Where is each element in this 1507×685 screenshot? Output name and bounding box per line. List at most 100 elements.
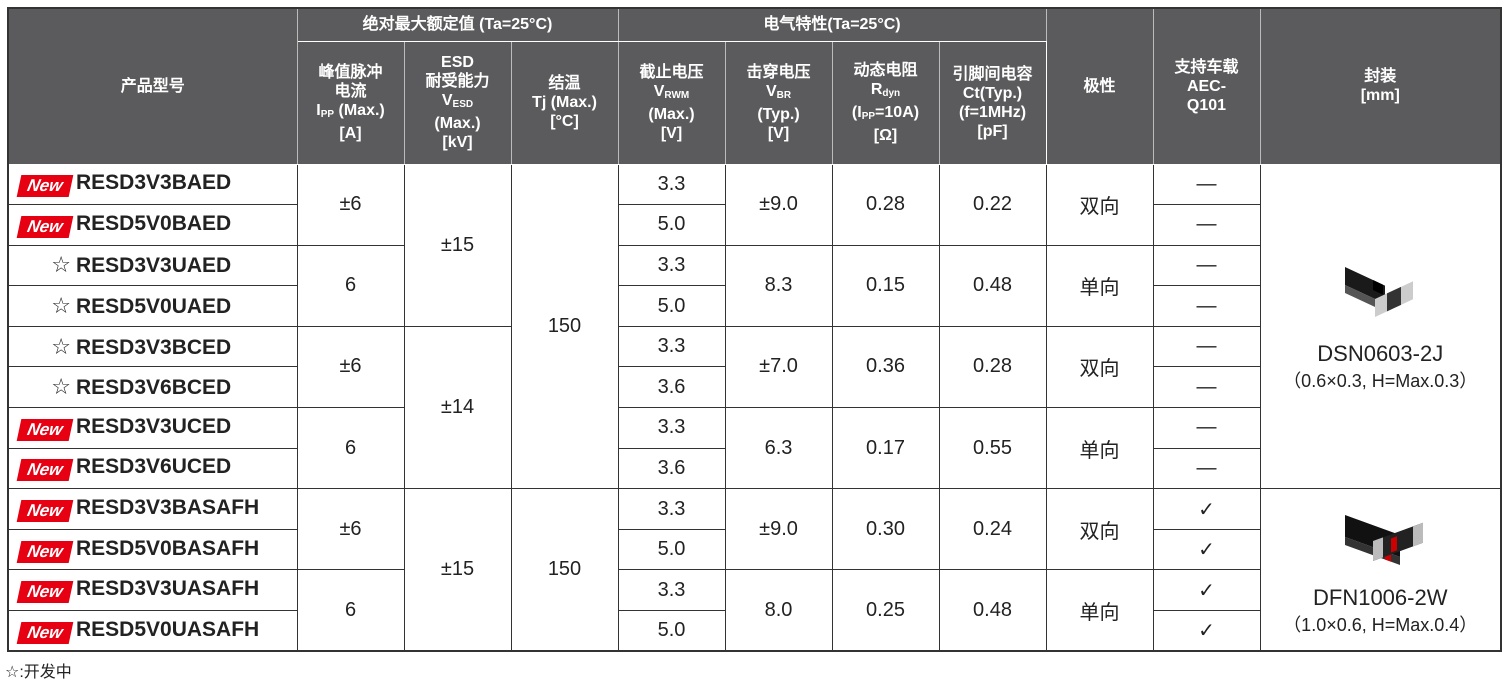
model-cell: New RESD5V0BASAFH (7, 528, 298, 571)
header-cell: 峰值脉冲 电流 IPP (Max.) [A] (296, 40, 405, 165)
subscript: PP (861, 110, 876, 122)
header-line: VESD (405, 91, 511, 114)
header-line: 支持车载 (1174, 58, 1239, 76)
header-line: [°C] (550, 113, 579, 130)
header-group: 电气特性(Ta=25°C) (617, 7, 1047, 42)
header-text: (Max.) (334, 101, 385, 119)
vbr-cell: ±9.0 (724, 163, 833, 246)
aec-cell: ✓ (1152, 610, 1261, 652)
package-image (1345, 514, 1424, 565)
new-badge: New (16, 621, 74, 644)
model-cell: ☆ RESD5V0UAED (7, 285, 298, 327)
model-cell: New RESD5V0BAED (7, 204, 298, 246)
header-line: IPP (Max.) (298, 101, 404, 124)
vrwm-cell: 5.0 (617, 528, 726, 571)
aec-cell: ✓ (1152, 569, 1261, 612)
new-badge: New (16, 581, 74, 604)
package-cell: DSN0603-2J （0.6×0.3, H=Max.0.3） (1259, 163, 1502, 490)
header-line: [kV] (442, 134, 473, 151)
star-mark: ☆ (51, 293, 71, 319)
rdyn-cell: 0.25 (831, 569, 940, 652)
ct-cell: 0.55 (938, 407, 1047, 490)
header-line: VBR (726, 82, 832, 105)
subscript: BR (776, 89, 792, 101)
model-cell: New RESD3V3BAED (7, 163, 298, 206)
header-line: (Typ.) (757, 105, 800, 123)
polarity-cell: 双向 (1045, 163, 1154, 246)
ct-cell: 0.28 (938, 325, 1047, 409)
model-name: RESD3V3UASAFH (76, 577, 260, 601)
vrwm-cell: 5.0 (617, 285, 726, 327)
ipp-cell: 6 (296, 244, 405, 327)
header-text: R (870, 80, 883, 98)
package-dims: （0.6×0.3, H=Max.0.3） (1283, 371, 1478, 392)
model-name: RESD5V0UASAFH (76, 617, 260, 641)
vrwm-cell: 3.3 (617, 407, 726, 449)
rdyn-cell: 0.28 (831, 163, 940, 246)
model-name: RESD3V3BASAFH (76, 496, 260, 520)
polarity-cell: 双向 (1045, 325, 1154, 409)
table-row: ☆ RESD3V6BCED 3.6 — (7, 366, 1501, 409)
table-row: New RESD3V3BASAFH ±6 ±15 150 3.3 ±9.0 0.30 0.24 双… (7, 488, 1502, 652)
header-line: [mm] (1360, 87, 1400, 105)
package-name: DSN0603-2J (1317, 341, 1444, 367)
new-badge: New (16, 418, 74, 441)
header-line: 电流 (334, 82, 367, 100)
header-cell: 击穿电压 VBR (Typ.) [V] (724, 40, 833, 165)
vrwm-cell: 5.0 (617, 204, 726, 246)
ct-cell: 0.48 (938, 244, 1047, 327)
header-line: (IPP=10A) (833, 103, 939, 126)
header-line: 极性 (1083, 77, 1116, 95)
subscript: dyn (882, 87, 901, 99)
aec-cell: — (1152, 366, 1261, 409)
header-line: 动态电阻 (853, 61, 918, 79)
header-text: V (653, 82, 665, 100)
header-line: (Max.) (434, 115, 481, 132)
model-cell: New RESD3V3UASAFH (7, 569, 298, 612)
header-line: Tj (Max.) (532, 94, 597, 111)
new-badge: New (16, 459, 74, 482)
model-cell: ☆ RESD3V3BCED (7, 325, 298, 368)
model-cell: ☆ RESD3V6BCED (7, 366, 298, 409)
esd-cell: ±15 (403, 488, 512, 652)
model-cell: New RESD3V3BASAFH (7, 488, 298, 530)
model-name: RESD5V0UAED (76, 295, 232, 319)
rdyn-cell: 0.36 (831, 325, 940, 409)
header-line: [V] (660, 124, 683, 142)
header-line: 封装 (1364, 68, 1397, 86)
model-name: RESD3V3BAED (76, 171, 232, 195)
vrwm-cell: 3.3 (617, 325, 726, 368)
ipp-cell: 6 (296, 407, 405, 490)
header-line: Q101 (1186, 96, 1227, 114)
header-cell: 截止电压 VRWM (Max.) [V] (617, 40, 726, 165)
header-cell: 封装 [mm] (1259, 7, 1502, 165)
model-name: RESD3V3BCED (76, 335, 232, 359)
header-text: =10A) (875, 103, 920, 121)
vrwm-cell: 3.6 (617, 447, 726, 490)
star-mark: ☆ (51, 333, 71, 359)
polarity-cell: 单向 (1045, 407, 1154, 490)
table-row: ☆ RESD5V0UAED 5.0 — (7, 285, 1501, 327)
vrwm-cell: 3.3 (617, 569, 726, 612)
header-line: 截止电压 (639, 63, 704, 81)
model-name: RESD3V3UCED (76, 414, 232, 438)
table-row: New RESD5V0BAED 5.0 — (7, 204, 1501, 246)
aec-cell: — (1152, 285, 1261, 327)
footnote: ☆:开发中 (5, 664, 72, 681)
model-cell: New RESD3V3UCED (7, 407, 298, 449)
new-badge: New (16, 215, 74, 238)
ct-cell: 0.22 (938, 163, 1047, 246)
header-text: (I (851, 103, 862, 121)
header-line: [V] (767, 124, 790, 142)
package-dims: （1.0×0.6, H=Max.0.4） (1283, 614, 1478, 635)
new-badge: New (16, 175, 74, 198)
header-line: (f=1MHz) (958, 103, 1027, 121)
vbr-cell: 8.3 (724, 244, 833, 327)
header-line: [pF] (977, 122, 1008, 140)
ipp-cell: 6 (296, 569, 405, 652)
aec-cell: — (1152, 244, 1261, 287)
aec-cell: — (1152, 163, 1261, 206)
rdyn-cell: 0.17 (831, 407, 940, 490)
star-mark: ☆ (51, 252, 71, 278)
vrwm-cell: 3.3 (617, 244, 726, 287)
